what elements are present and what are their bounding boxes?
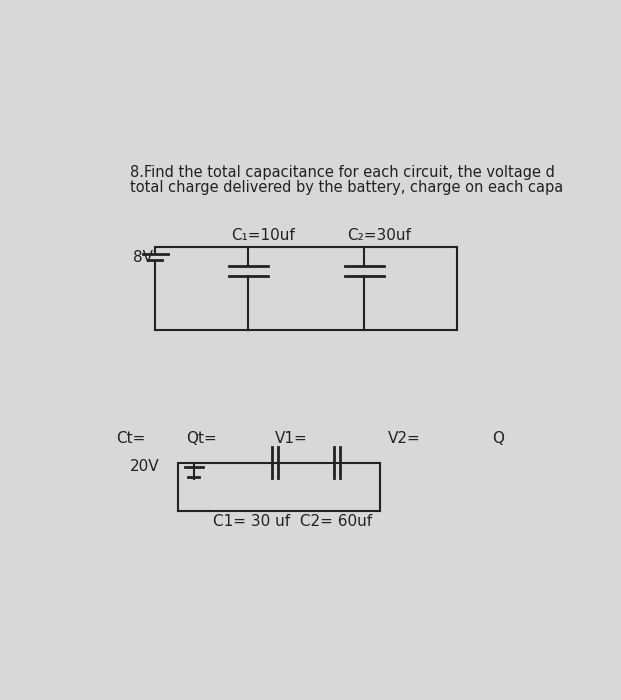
Text: Qt=: Qt= [186,430,217,446]
Text: 20V: 20V [130,459,160,474]
Text: C1= 30 uf  C2= 60uf: C1= 30 uf C2= 60uf [213,514,373,528]
Text: V2=: V2= [388,430,420,446]
Text: 8V: 8V [134,250,153,265]
Text: C₂=30uf: C₂=30uf [347,228,411,243]
Text: Ct=: Ct= [116,430,146,446]
Text: Q: Q [492,430,504,446]
Text: C₁=10uf: C₁=10uf [231,228,295,243]
Text: total charge delivered by the battery, charge on each capa: total charge delivered by the battery, c… [130,180,564,195]
Text: V1=: V1= [275,430,308,446]
Text: 8.Find the total capacitance for each circuit, the voltage d: 8.Find the total capacitance for each ci… [130,165,555,180]
